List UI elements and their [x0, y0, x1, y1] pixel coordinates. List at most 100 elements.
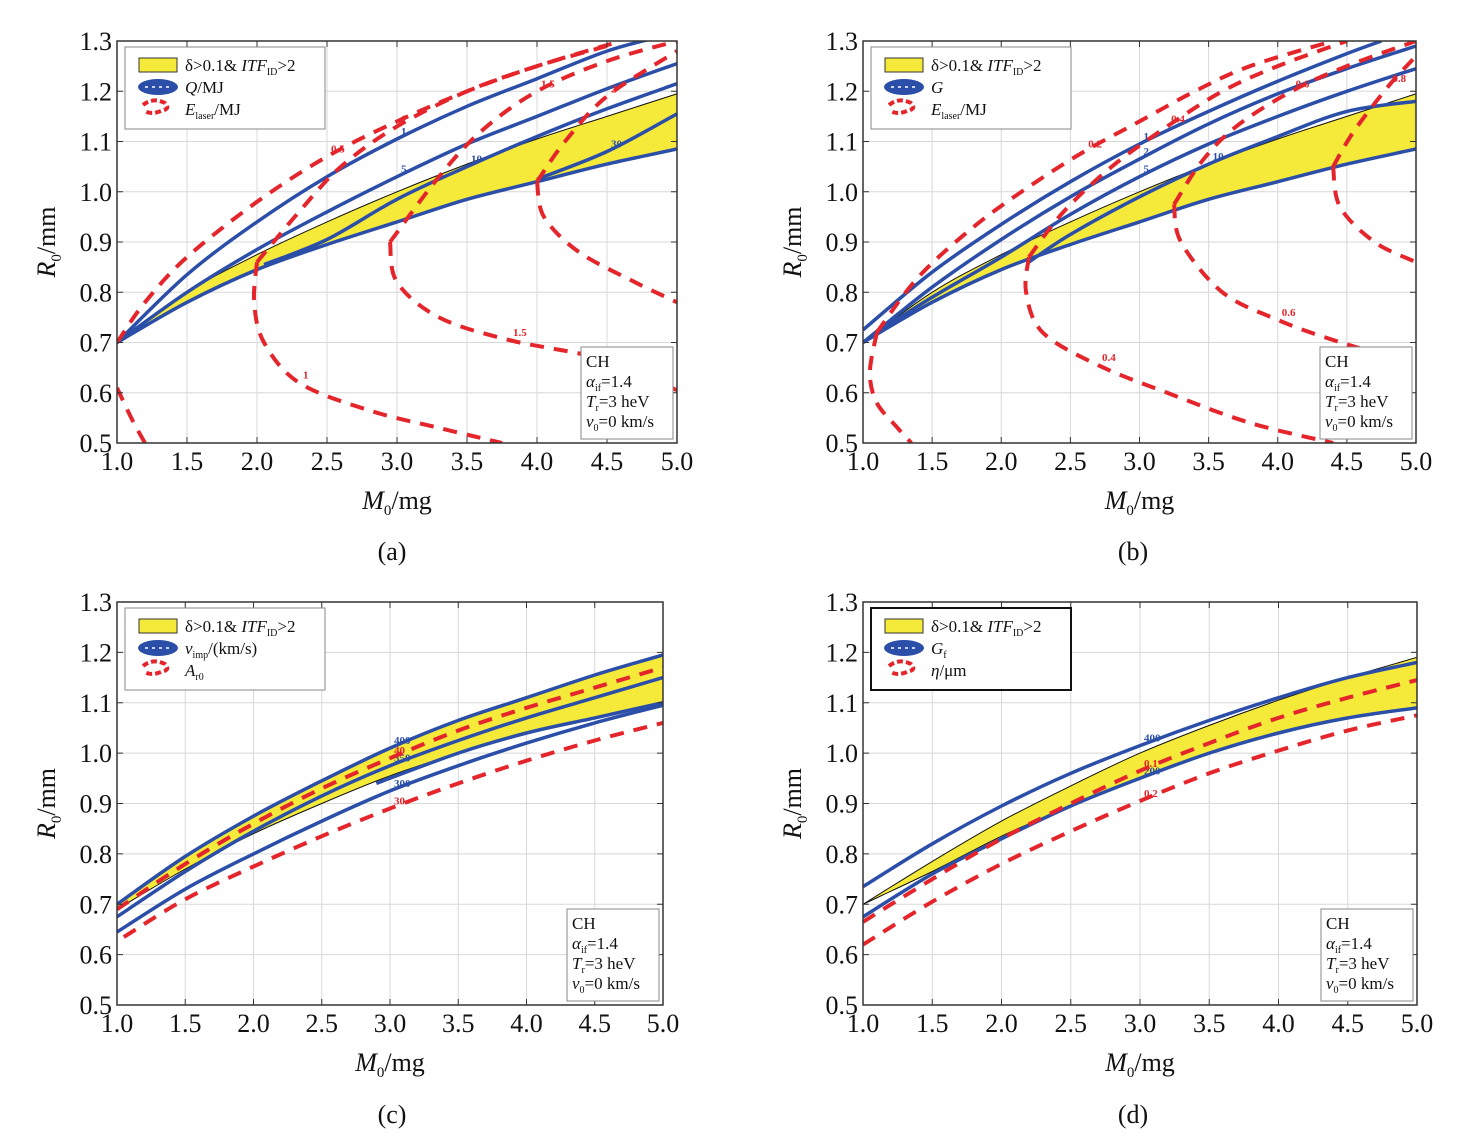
series-line--0-1 [863, 678, 1417, 924]
legend-swatch-dashed [887, 659, 916, 676]
y-tick-label: 0.8 [80, 840, 113, 869]
contour-label: 0.6 [1282, 307, 1296, 319]
x-tick-label: 1.5 [916, 1009, 949, 1038]
contour-label: 40 [394, 745, 406, 757]
series-line-e-2-lower [535, 181, 677, 305]
y-tick-label: 0.6 [80, 941, 113, 970]
y-tick-label: 0.5 [826, 991, 859, 1020]
ticks: 1.0 1.5 2.0 2.5 3.0 3.5 4.0 4.5 5.0 0.5 0.6 0.7 0.8 0… [80, 27, 694, 476]
legend-swatch-region [884, 57, 924, 73]
x-tick-label: 3.5 [1193, 1009, 1226, 1038]
y-tick-label: 1.2 [80, 77, 113, 106]
ticks: 1.0 1.5 2.0 2.5 3.0 3.5 4.0 4.5 5.0 0.5 0.6 0.7 0.8 0… [826, 588, 1434, 1038]
y-tick-label: 1.1 [826, 689, 859, 718]
contour-label: 1.5 [541, 78, 555, 90]
x-axis-label: M0/mg [1104, 1048, 1175, 1081]
y-tick-label: 0.7 [80, 329, 113, 358]
x-tick-label: 3.0 [374, 1009, 407, 1038]
annotation-frame [566, 908, 660, 1002]
x-tick-label: 1.0 [847, 1009, 880, 1038]
chart-b: 1 2 5 10 0.2 0.4 0.4 0.6 0.6 0.8 1.0 1.5 2.0 2.5 3.0 3.… [778, 27, 1433, 519]
legend-label: η/μm [931, 661, 967, 680]
caption-c: (c) [377, 1100, 407, 1129]
legend-swatch-dashed [141, 659, 170, 676]
y-tick-label: 0.6 [826, 379, 859, 408]
x-tick-label: 4.5 [1332, 1009, 1365, 1038]
x-axis-label: M0/mg [354, 1048, 425, 1081]
annotation-line: CH [1326, 914, 1350, 933]
y-tick-label: 1.2 [826, 638, 859, 667]
contour-label: 0.4 [1102, 352, 1116, 364]
series-line-e-1 [255, 44, 608, 264]
contour-label: 400 [394, 735, 411, 747]
legend: δ>0.1& ITFID>2G Elaser/MJ [870, 46, 1072, 130]
caption-d: (d) [1117, 1100, 1149, 1129]
y-tick-label: 1.2 [826, 77, 859, 106]
annotation-line: v0=0 km/s [1326, 974, 1394, 996]
contour-label: 0.5 [331, 144, 345, 156]
x-tick-label: 1.0 [101, 1009, 134, 1038]
y-tick-label: 1.0 [826, 178, 859, 207]
x-tick-label: 3.5 [451, 447, 484, 476]
annotation-frame [1320, 908, 1414, 1002]
series-line-g-10 [1027, 99, 1416, 264]
series-line-e-1-5-lower [388, 241, 677, 393]
annotation-line: αif=1.4 [1326, 934, 1372, 956]
legend-swatch-solid [138, 79, 178, 95]
y-tick-label: 1.0 [826, 739, 859, 768]
series-line-e-1-5 [388, 41, 677, 244]
y-axis-label: R0/mm [778, 206, 811, 278]
contour-label: 5 [1144, 164, 1150, 176]
annotation-line: Tr=3 heV [1326, 954, 1390, 976]
annotation-line: v0=0 km/s [572, 974, 640, 996]
x-tick-label: 3.0 [1123, 447, 1156, 476]
contour-label: 1 [1144, 131, 1150, 143]
x-tick-label: 2.0 [985, 1009, 1018, 1038]
x-tick-label: 3.5 [442, 1009, 475, 1038]
series-line-e-0-4 [1027, 41, 1348, 259]
legend-label: Q/MJ [185, 78, 224, 97]
y-tick-label: 1.3 [80, 588, 113, 617]
x-tick-label: 2.5 [1054, 447, 1087, 476]
annotation-line: Tr=3 heV [586, 392, 650, 414]
series-line-e-0-2-lower [867, 332, 913, 443]
x-tick-label: 2.5 [1055, 1009, 1088, 1038]
series-line-v-imp-lower [375, 700, 663, 786]
y-tick-label: 1.2 [80, 638, 113, 667]
series-line-g-f-400 [863, 660, 1417, 889]
x-tick-label: 4.0 [510, 1009, 543, 1038]
y-axis-label: R0/mm [778, 768, 811, 840]
contour-label: 1.5 [513, 327, 527, 339]
legend-label: δ>0.1& ITFID>2 [931, 617, 1041, 639]
series-line-g-f-200 [863, 706, 1417, 919]
panel-a: 1 5 10 30 0.5 1 1 1.5 1.5 2 1.0 1.5 2.0 2.5 3.0 3.5 4.0 4… [0, 0, 731, 570]
x-tick-label: 5.0 [1400, 447, 1433, 476]
plot-area: 1 2 5 10 0.2 0.4 0.4 0.6 0.6 0.8 [863, 41, 1416, 443]
legend-label: Elaser/MJ [930, 100, 987, 122]
annotation-frame [1319, 346, 1413, 440]
annotation-line: v0=0 km/s [1325, 412, 1393, 434]
y-tick-label: 1.0 [80, 739, 113, 768]
x-tick-label: 4.0 [1262, 447, 1295, 476]
x-tick-label: 3.0 [1124, 1009, 1157, 1038]
y-tick-label: 0.7 [826, 329, 859, 358]
ticks: 1.0 1.5 2.0 2.5 3.0 3.5 4.0 4.5 5.0 0.5 0.6 0.7 0.8 0… [80, 588, 680, 1038]
x-axis-label: M0/mg [1104, 486, 1175, 519]
x-tick-label: 5.0 [647, 1009, 680, 1038]
contour-label: 0.4 [1171, 113, 1185, 125]
annotation-line: v0=0 km/s [586, 412, 654, 434]
x-tick-label: 4.5 [579, 1009, 612, 1038]
y-axis-label: R0/mm [32, 206, 65, 278]
ticks: 1.0 1.5 2.0 2.5 3.0 3.5 4.0 4.5 5.0 0.5 0.6 0.7 0.8 0… [826, 27, 1433, 476]
series-line-v-imp-400 [117, 653, 663, 906]
contour-label: 0.2 [1088, 139, 1102, 151]
legend-label: Ar0 [184, 661, 204, 683]
x-tick-label: 4.0 [1262, 1009, 1295, 1038]
legend: δ>0.1& ITFID>2Q/MJ Elaser/MJ [124, 46, 326, 130]
caption-b: (b) [1117, 537, 1149, 566]
x-tick-label: 5.0 [661, 447, 694, 476]
